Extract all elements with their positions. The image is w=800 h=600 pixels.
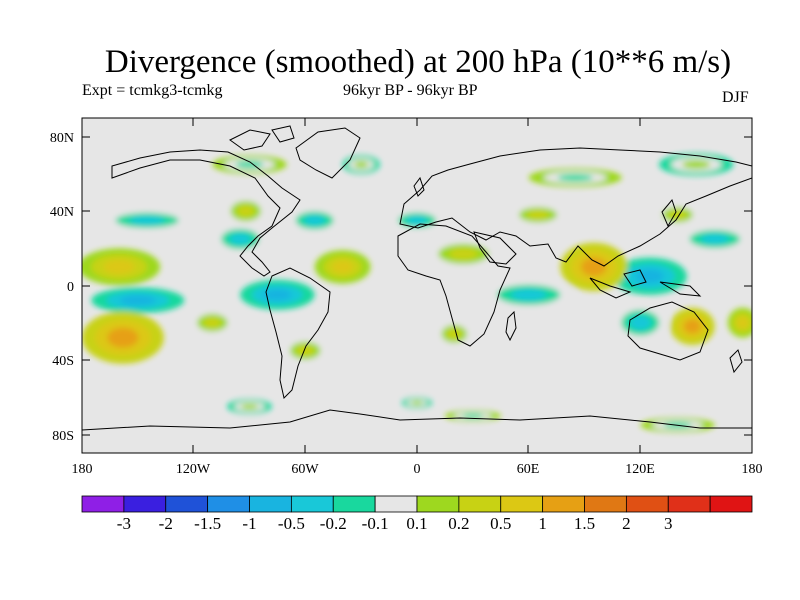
convergence-region-2-ring-2 bbox=[229, 233, 251, 245]
continent-outlines bbox=[82, 125, 752, 431]
experiment-label: Expt = tcmkg3-tcmkg bbox=[82, 82, 223, 99]
lat-label-80s: 80S bbox=[52, 429, 74, 444]
australia-coastline bbox=[627, 301, 709, 361]
lon-label-60e: 60E bbox=[517, 462, 540, 477]
divergence-region-8-ring-2 bbox=[296, 345, 314, 356]
divergence-region-3-ring-2 bbox=[332, 260, 354, 274]
lon-label-120e: 120E bbox=[625, 462, 655, 477]
longitude-labels: 180 120W 60W 0 60E 120E 180 bbox=[72, 462, 763, 477]
convergence-region-1-ring-2 bbox=[129, 216, 165, 225]
colorbar-box-2 bbox=[165, 495, 209, 513]
new-zealand-coastline bbox=[729, 349, 743, 374]
lat-label-40n: 40N bbox=[50, 205, 74, 220]
season-label: DJF bbox=[722, 89, 749, 106]
divergence-region-1-ring-2 bbox=[107, 327, 139, 348]
colorbar-box-0 bbox=[81, 495, 125, 513]
colorbar-label-0: -3 bbox=[117, 514, 131, 533]
colorbar-label-2: -1.5 bbox=[194, 514, 221, 533]
africa-coastline bbox=[397, 223, 511, 347]
divergence-region-16-ring-2 bbox=[737, 317, 749, 329]
colorbar-label-3: -1 bbox=[242, 514, 256, 533]
divergence-region-14-ring-2 bbox=[241, 403, 258, 410]
colorbar-label-5: -0.2 bbox=[320, 514, 347, 533]
colorbar-label-10: 1 bbox=[538, 514, 547, 533]
colorbar-label-12: 2 bbox=[622, 514, 631, 533]
colorbar-box-14 bbox=[667, 495, 711, 513]
colorbar-box-9 bbox=[458, 495, 502, 513]
colorbar-label-4: -0.5 bbox=[278, 514, 305, 533]
colorbar-label-13: 3 bbox=[664, 514, 673, 533]
divergence-region-7-ring-2 bbox=[447, 328, 462, 339]
antarctica-coastline bbox=[82, 409, 752, 431]
colorbar-box-8 bbox=[416, 495, 460, 513]
colorbar-box-1 bbox=[123, 495, 167, 513]
convergence-region-4-ring-2 bbox=[304, 215, 326, 226]
convergence-region-13-ring-2 bbox=[462, 413, 484, 418]
divergence-region-6-ring-2 bbox=[683, 319, 701, 334]
colorbar-box-7 bbox=[374, 495, 418, 513]
convergence-region-6-ring-2 bbox=[511, 289, 547, 301]
lon-label-0: 0 bbox=[414, 462, 421, 477]
colorbar-box-12 bbox=[584, 495, 627, 513]
divergence-region-10-ring-2 bbox=[527, 210, 549, 219]
convergence-region-0-ring-2 bbox=[120, 295, 156, 306]
colorbar-box-10 bbox=[500, 495, 544, 513]
divergence-region-4-ring-2 bbox=[449, 248, 478, 260]
map-ticks bbox=[82, 118, 752, 453]
lon-label-120w: 120W bbox=[176, 462, 211, 477]
convergence-region-3-ring-2 bbox=[263, 289, 292, 301]
lon-label-60w: 60W bbox=[291, 462, 319, 477]
lat-label-80n: 80N bbox=[50, 131, 74, 146]
divergence-region-2-ring-2 bbox=[237, 205, 255, 217]
divergence-field bbox=[82, 153, 752, 433]
convergence-region-11-ring-2 bbox=[235, 161, 264, 168]
madagascar-coastline bbox=[505, 310, 517, 342]
colorbar-box-11 bbox=[542, 495, 585, 513]
convergence-region-7-ring-2 bbox=[635, 269, 664, 284]
colorbar-box-6 bbox=[332, 495, 376, 513]
divergence-region-0-ring-2 bbox=[103, 259, 135, 274]
uk-coastline bbox=[413, 176, 425, 197]
eurasia-coastline bbox=[399, 147, 752, 267]
divergence-region-9-ring-2 bbox=[203, 317, 221, 328]
period-label: 96kyr BP - 96kyr BP bbox=[343, 82, 478, 99]
colorbar-label-7: 0.1 bbox=[406, 514, 427, 533]
lon-label-180-left: 180 bbox=[72, 462, 93, 477]
colorbar-box-13 bbox=[625, 495, 669, 513]
colorbar-box-15 bbox=[709, 495, 753, 513]
convergence-region-5-ring-2 bbox=[406, 216, 428, 225]
divergence-region-13-ring-2 bbox=[682, 160, 711, 169]
divergence-region-5-ring-2 bbox=[581, 257, 607, 277]
colorbar-label-11: 1.5 bbox=[574, 514, 595, 533]
lat-label-0: 0 bbox=[67, 280, 74, 295]
colorbar-box-4 bbox=[249, 495, 292, 513]
map-title: Divergence (smoothed) at 200 hPa (10**6 … bbox=[104, 44, 732, 80]
latitude-labels: 80N 40N 0 40S 80S bbox=[50, 131, 74, 444]
lat-label-40s: 40S bbox=[52, 354, 74, 369]
divergence-region-12-ring-2 bbox=[354, 161, 369, 168]
south-america-coastline bbox=[265, 267, 331, 399]
colorbar-box-3 bbox=[207, 495, 250, 513]
lon-label-180-right: 180 bbox=[742, 462, 763, 477]
convergence-region-9-ring-2 bbox=[700, 234, 729, 244]
colorbar-label-6: -0.1 bbox=[362, 514, 389, 533]
greenland-coastline bbox=[295, 127, 361, 179]
divergence-region-15-ring-2 bbox=[411, 400, 423, 405]
colorbar-box-5 bbox=[290, 495, 334, 513]
colorbar-label-1: -2 bbox=[159, 514, 173, 533]
convergence-region-8-ring-2 bbox=[629, 315, 651, 330]
canadian-islands-coastline bbox=[229, 125, 295, 151]
arabia-coastline bbox=[473, 231, 517, 265]
indonesia-coastline bbox=[589, 269, 702, 299]
north-america-coastline bbox=[111, 149, 301, 277]
colorbar-labels: -3 -2 -1.5 -1 -0.5 -0.2 -0.1 0.1 0.2 0.5 1 1.5 2 3 bbox=[117, 514, 673, 533]
colorbar bbox=[81, 495, 753, 513]
colorbar-label-9: 0.5 bbox=[490, 514, 511, 533]
convergence-region-10-ring-2 bbox=[557, 174, 593, 182]
colorbar-label-8: 0.2 bbox=[448, 514, 469, 533]
japan-coastline bbox=[661, 198, 677, 228]
